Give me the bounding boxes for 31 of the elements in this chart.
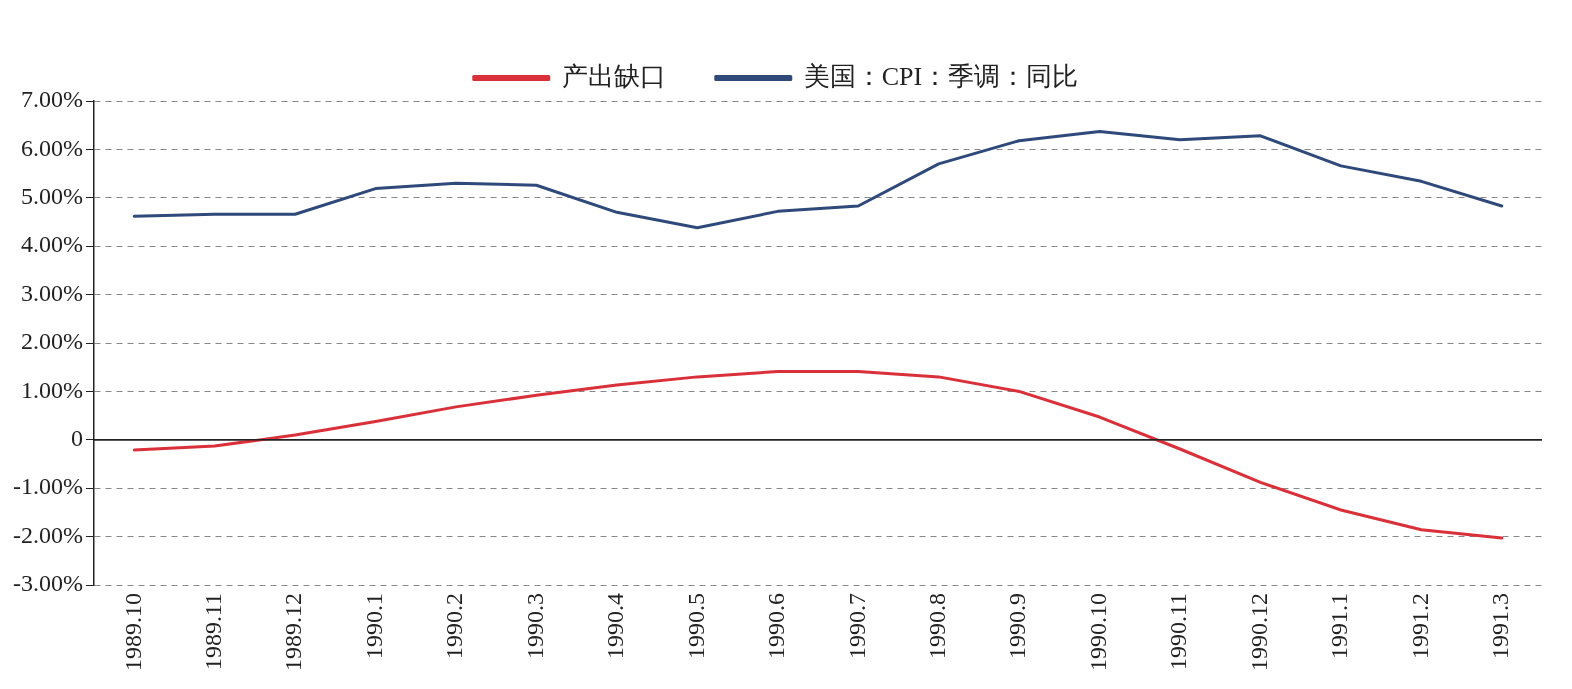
x-tick-label: 1990.7: [843, 593, 870, 659]
x-tick-label: 1990.9: [1004, 593, 1031, 659]
x-tick-label: 1990.11: [1165, 593, 1192, 671]
x-tick-label: 1991.3: [1487, 593, 1514, 659]
x-tick-label: 1990.1: [360, 593, 387, 659]
y-tick-label: 0: [70, 425, 83, 452]
y-tick-label: 7.00%: [20, 86, 83, 113]
y-tick-label: -3.00%: [13, 570, 83, 597]
legend-label: 美国：CPI：季调：同比: [803, 61, 1079, 91]
x-tick-label: 1990.2: [441, 593, 468, 659]
x-tick-label: 1990.12: [1245, 593, 1272, 671]
x-tick-label: 1991.2: [1406, 593, 1433, 659]
x-tick-label: 1991.1: [1326, 593, 1353, 659]
x-tick-label: 1990.6: [763, 593, 790, 659]
y-tick-label: 3.00%: [20, 279, 83, 306]
x-tick-label: 1989.11: [199, 593, 226, 671]
y-tick-label: 4.00%: [20, 231, 83, 258]
y-tick-label: 1.00%: [20, 376, 83, 403]
x-tick-label: 1990.8: [923, 593, 950, 659]
y-tick-label: -1.00%: [13, 473, 83, 500]
x-tick-label: 1990.4: [602, 593, 629, 659]
x-tick-label: 1990.10: [1084, 593, 1111, 671]
y-tick-label: 6.00%: [20, 134, 83, 161]
x-tick-label: 1990.3: [521, 593, 548, 659]
y-tick-label: 2.00%: [20, 328, 83, 355]
x-tick-label: 1989.12: [280, 593, 307, 671]
y-tick-label: -2.00%: [13, 521, 83, 548]
x-tick-label: 1990.5: [682, 593, 709, 659]
legend-label: 产出缺口: [561, 61, 666, 91]
y-tick-label: 5.00%: [20, 183, 83, 210]
x-tick-label: 1989.10: [119, 593, 146, 671]
